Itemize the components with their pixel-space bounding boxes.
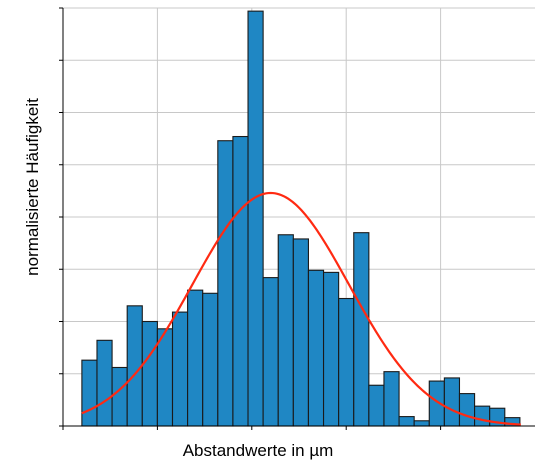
- histogram-bar-26: [474, 405, 491, 427]
- histogram-bar-9: [217, 140, 234, 427]
- histogram-bar-20: [383, 371, 400, 427]
- histogram-bar-3: [126, 305, 143, 427]
- histogram-bar-7: [187, 289, 204, 427]
- histogram-bar-10: [232, 135, 249, 427]
- bars-layer: [81, 10, 521, 427]
- histogram-bar-11: [247, 10, 264, 427]
- histogram-bar-4: [141, 320, 158, 427]
- histogram-bar-19: [368, 384, 385, 427]
- histogram-bar-5: [156, 328, 174, 427]
- histogram-bar-18: [353, 232, 370, 427]
- histogram-bar-14: [292, 238, 309, 427]
- histogram-bar-2: [111, 366, 128, 427]
- histogram-bar-12: [262, 277, 279, 427]
- histogram-bar-0: [81, 359, 98, 427]
- fit-curve-line: [81, 191, 521, 426]
- x-axis-label: Abstandwerte in µm: [183, 441, 334, 460]
- histogram-bar-6: [171, 311, 189, 427]
- ticks-layer: [59, 7, 442, 430]
- histogram-bar-24: [443, 377, 461, 427]
- histogram-bar-21: [398, 416, 415, 427]
- histogram-bar-25: [458, 393, 476, 427]
- histogram-bar-15: [307, 269, 325, 427]
- histogram-bar-13: [277, 234, 294, 427]
- y-axis-label: normalisierte Häufigkeit: [23, 98, 42, 276]
- histogram-bar-8: [202, 292, 219, 427]
- histogram-bar-16: [322, 271, 340, 427]
- histogram-bar-17: [338, 297, 355, 427]
- histogram-bar-22: [413, 420, 430, 427]
- histogram-bar-1: [96, 339, 113, 427]
- fit-layer: [81, 191, 521, 426]
